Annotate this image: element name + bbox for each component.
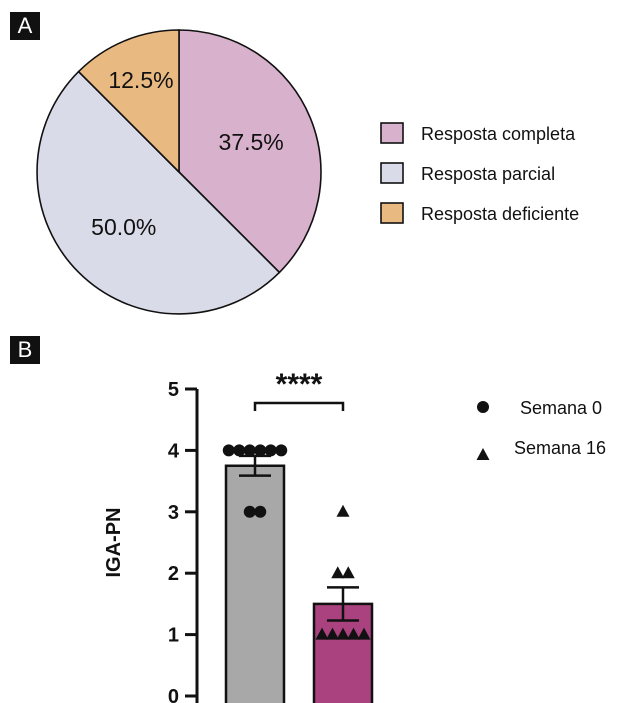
pie-slice-1: [36, 70, 281, 315]
significance-bracket: [253, 401, 345, 411]
y-tick-label-5: 5: [168, 379, 179, 401]
data-point-1-1: [326, 627, 339, 640]
bar-legend-marker-1: [476, 448, 490, 460]
data-point-1-4: [357, 627, 371, 640]
data-point-0-4: [243, 444, 256, 457]
significance-label: ****: [276, 368, 323, 401]
pie-legend-label-1: Resposta parcial: [421, 164, 555, 184]
y-tick-label-1: 1: [168, 625, 179, 647]
bar-legend-marker-0: [477, 401, 489, 413]
data-point-0-5: [254, 444, 267, 457]
y-tick-label-2: 2: [168, 563, 179, 585]
data-point-0-7: [275, 444, 288, 457]
data-point-0-1: [254, 505, 267, 518]
pie-legend-swatch-2: [380, 202, 404, 224]
pie-legend-swatch-0: [380, 122, 404, 144]
data-point-0-0: [243, 505, 256, 518]
bar-chart: 0 1 2 3 4 5 IGA-PN ****: [103, 368, 374, 703]
data-point-1-2: [336, 627, 350, 640]
pie-legend-swatch-1: [380, 162, 404, 184]
data-point-0-6: [264, 444, 277, 457]
pie-legend-label-0: Resposta completa: [421, 124, 576, 144]
y-tick-label-4: 4: [168, 440, 180, 462]
pie-slice-label-0: 37.5%: [219, 129, 284, 155]
pie-chart: 37.5% 50.0% 12.5%: [36, 29, 322, 315]
data-point-0-3: [233, 444, 246, 457]
pie-slice-label-1: 50.0%: [91, 214, 156, 240]
panel-a-label: A: [10, 12, 40, 40]
pie-slice-0: [178, 29, 322, 274]
y-axis-label: IGA-PN: [103, 508, 125, 578]
pie-legend-label-2: Resposta deficiente: [421, 204, 579, 224]
data-point-0-2: [222, 444, 235, 457]
bar-0: [224, 464, 286, 703]
pie-legend: Resposta completa Resposta parcial Respost…: [380, 122, 579, 224]
panel-b-label: B: [10, 336, 40, 364]
data-point-1-3: [347, 627, 360, 640]
data-point-1-5: [331, 566, 345, 579]
bar-legend-label-0: Semana 0: [520, 398, 602, 418]
y-tick-label-0: 0: [168, 686, 179, 703]
pie-slice-2: [77, 29, 180, 174]
y-tick-label-3: 3: [168, 502, 179, 524]
bar-legend-label-1: Semana 16: [514, 438, 606, 458]
pie-slice-label-2: 12.5%: [108, 67, 173, 93]
data-point-1-6: [341, 566, 355, 579]
bar-legend: Semana 0 Semana 16: [476, 398, 606, 460]
data-point-1-7: [336, 504, 350, 517]
data-point-1-0: [315, 627, 329, 640]
